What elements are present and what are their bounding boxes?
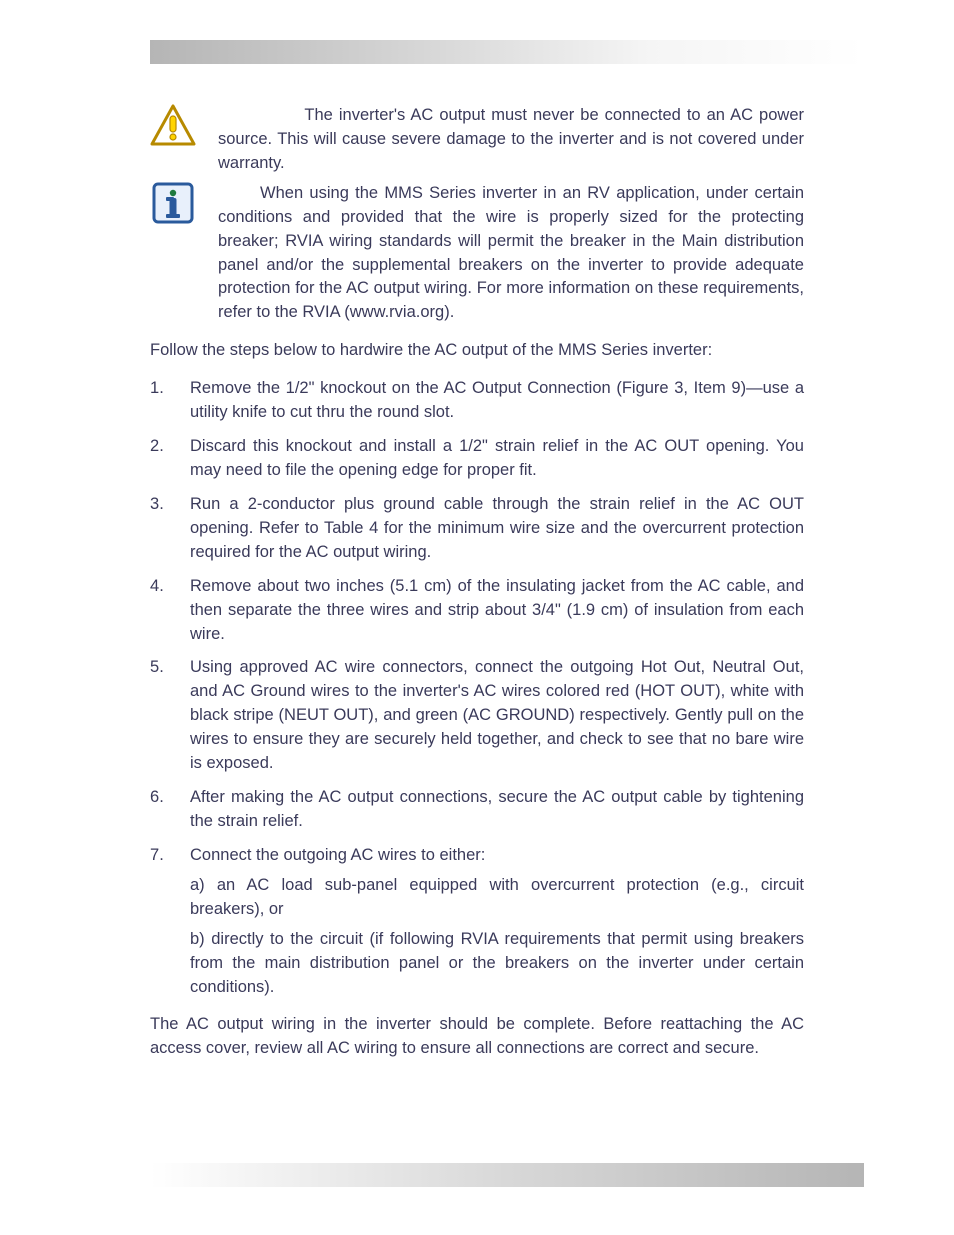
step-1-text: Remove the 1/2" knockout on the AC Outpu… [190, 379, 804, 421]
step-7: Connect the outgoing AC wires to either:… [150, 844, 804, 1000]
header-gradient-bar [150, 40, 864, 64]
step-2: Discard this knockout and install a 1/2"… [150, 435, 804, 483]
callout-info: Info: When using the MMS Series inverter… [150, 182, 804, 326]
callout-info-text: Info: When using the MMS Series inverter… [218, 182, 804, 326]
step-6: After making the AC output connections, … [150, 786, 804, 834]
callout-info-body: When using the MMS Series inverter in an… [218, 184, 804, 322]
step-2-text: Discard this knockout and install a 1/2"… [190, 437, 804, 479]
warning-icon [150, 104, 200, 146]
step-7-sub-b: b) directly to the circuit (if following… [190, 928, 804, 1000]
intro-text: Follow the steps below to hardwire the A… [150, 339, 804, 363]
callout-warning-text: CAUTION: The inverter's AC output must n… [218, 104, 804, 176]
step-3-text: Run a 2-conductor plus ground cable thro… [190, 495, 804, 561]
step-5-text: Using approved AC wire connectors, conne… [190, 658, 804, 772]
step-6-text: After making the AC output connections, … [190, 788, 804, 830]
step-7-text: Connect the outgoing AC wires to either: [190, 846, 485, 864]
step-3: Run a 2-conductor plus ground cable thro… [150, 493, 804, 565]
steps-list: Remove the 1/2" knockout on the AC Outpu… [150, 377, 804, 999]
step-4: Remove about two inches (5.1 cm) of the … [150, 575, 804, 647]
step-1: Remove the 1/2" knockout on the AC Outpu… [150, 377, 804, 425]
callout-warning: CAUTION: The inverter's AC output must n… [150, 104, 804, 176]
step-7-sub-a: a) an AC load sub-panel equipped with ov… [190, 874, 804, 922]
step-5: Using approved AC wire connectors, conne… [150, 656, 804, 776]
closing-text: The AC output wiring in the inverter sho… [150, 1013, 804, 1061]
callout-warning-body: The inverter's AC output must never be c… [218, 106, 804, 172]
info-icon [150, 182, 200, 224]
page-content: CAUTION: The inverter's AC output must n… [90, 104, 864, 1061]
footer-gradient-bar [150, 1163, 864, 1187]
step-4-text: Remove about two inches (5.1 cm) of the … [190, 577, 804, 643]
